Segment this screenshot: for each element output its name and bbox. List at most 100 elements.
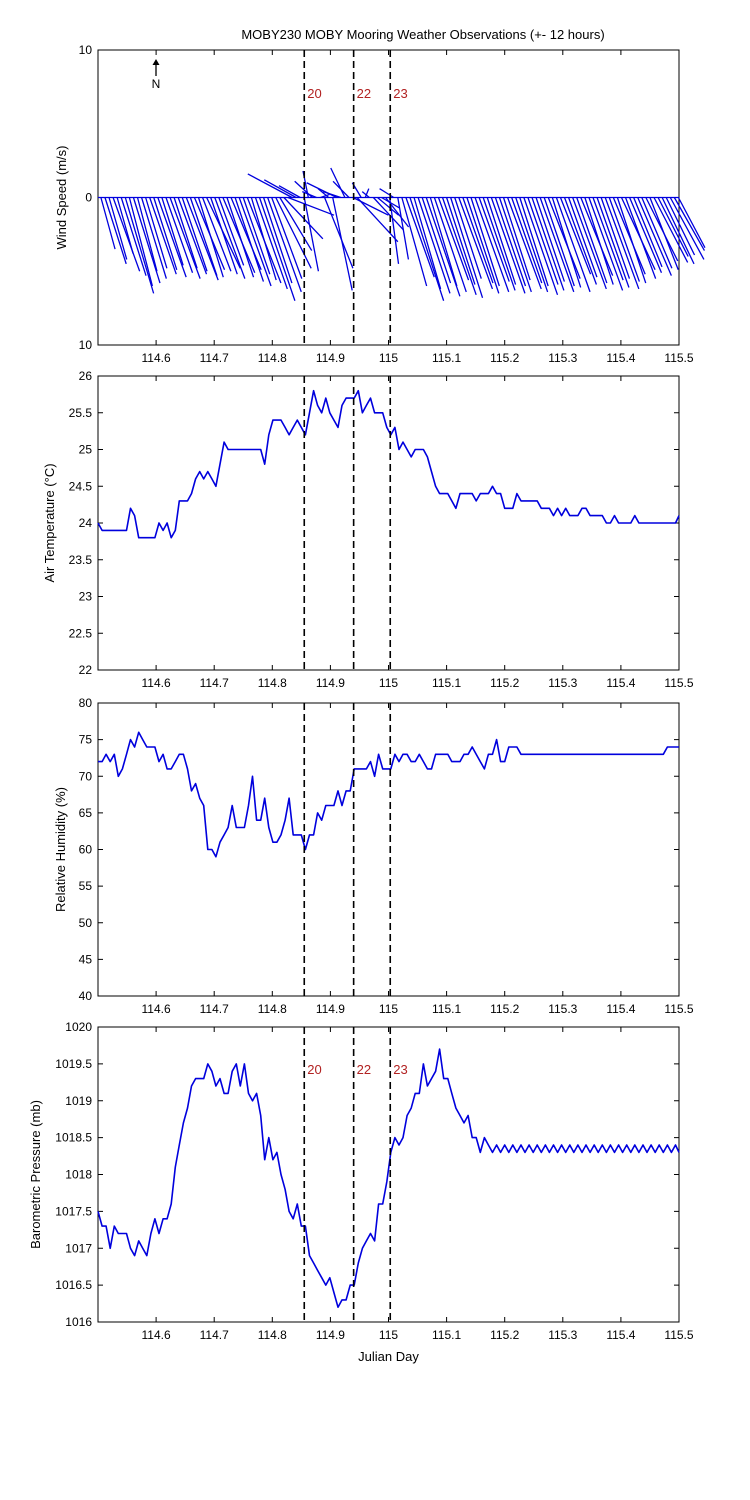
wind-vector bbox=[214, 197, 246, 279]
data-line bbox=[97, 389, 680, 539]
x-tick-label: 114.7 bbox=[200, 351, 229, 365]
wind-vector bbox=[523, 197, 559, 296]
wind-vector bbox=[567, 197, 598, 278]
north-arrow-head bbox=[152, 59, 160, 65]
axes-box bbox=[97, 702, 680, 997]
x-tick-label: 114.8 bbox=[258, 676, 287, 690]
wind-vector bbox=[470, 197, 500, 287]
wind-vector bbox=[271, 197, 303, 279]
x-tick-label: 114.9 bbox=[316, 676, 345, 690]
y-tick-label: 25.5 bbox=[69, 406, 93, 420]
y-tick-label: 40 bbox=[79, 989, 93, 1003]
wind-vector bbox=[641, 197, 673, 269]
wind-vector bbox=[657, 197, 689, 257]
wind-vector bbox=[600, 197, 631, 279]
panel-air_temperature: 114.6 114.7 114.8 114.9 115 115.1 115.2 115.3 11… bbox=[42, 369, 694, 690]
wind-vector bbox=[633, 197, 663, 268]
wind-vector bbox=[576, 197, 608, 284]
y-tick-label: 1016.5 bbox=[55, 1278, 92, 1292]
x-tick-label: 115.1 bbox=[432, 351, 461, 365]
event-marker-label: 22 bbox=[357, 1062, 371, 1077]
wind-vector bbox=[592, 197, 624, 281]
wind-vector bbox=[267, 197, 302, 293]
y-tick-label: 1017 bbox=[65, 1241, 92, 1255]
wind-vector bbox=[604, 197, 640, 290]
wind-vector bbox=[466, 197, 500, 294]
x-tick-label: 115.3 bbox=[548, 1328, 577, 1342]
x-tick-label: 115.2 bbox=[490, 1002, 519, 1016]
north-label: N bbox=[152, 77, 161, 91]
wind-vector bbox=[409, 197, 445, 301]
wind-vector bbox=[136, 197, 158, 272]
x-tick-label: 114.6 bbox=[142, 1002, 171, 1016]
wind-vector bbox=[433, 197, 467, 293]
wind-vector bbox=[462, 197, 494, 284]
wind-vector bbox=[486, 197, 517, 285]
wind-vector bbox=[242, 197, 271, 275]
x-tick-label: 114.9 bbox=[316, 1002, 345, 1016]
y-tick-label: 1016 bbox=[65, 1315, 92, 1329]
wind-vector bbox=[149, 197, 177, 275]
x-tick-label: 114.7 bbox=[200, 1002, 229, 1016]
y-tick-label: 23 bbox=[79, 590, 93, 604]
x-tick-label: 114.7 bbox=[200, 1328, 229, 1342]
x-tick-label: 114.6 bbox=[142, 676, 171, 690]
wind-vector bbox=[132, 197, 161, 284]
wind-vector bbox=[482, 197, 516, 291]
wind-vector bbox=[649, 197, 679, 271]
y-axis-label: Barometric Pressure (mb) bbox=[28, 1100, 43, 1249]
event-marker-label: 23 bbox=[393, 86, 407, 101]
y-tick-label: 26 bbox=[79, 369, 93, 383]
wind-vector bbox=[527, 197, 559, 285]
wind-vector bbox=[478, 197, 510, 282]
wind-vector bbox=[563, 197, 598, 285]
wind-vector bbox=[629, 197, 663, 273]
wind-vector bbox=[665, 197, 696, 256]
wind-vector bbox=[112, 197, 141, 272]
wind-vector bbox=[173, 197, 198, 269]
y-tick-label: 23.5 bbox=[69, 553, 93, 567]
wind-vector bbox=[511, 197, 543, 284]
wind-vector bbox=[279, 197, 313, 251]
event-marker-label: 23 bbox=[393, 1062, 407, 1077]
wind-vector bbox=[417, 197, 451, 294]
figure-title: MOBY230 MOBY Mooring Weather Observation… bbox=[241, 27, 604, 42]
x-tick-label: 115.5 bbox=[664, 1328, 693, 1342]
wind-vector bbox=[323, 197, 354, 269]
y-tick-label: 10 bbox=[79, 338, 93, 352]
y-tick-label: 0 bbox=[85, 191, 92, 205]
x-tick-label: 114.6 bbox=[142, 1328, 171, 1342]
y-tick-label: 1018 bbox=[65, 1168, 92, 1182]
y-tick-label: 80 bbox=[79, 696, 93, 710]
wind-vector bbox=[637, 197, 672, 276]
x-tick-label: 115.2 bbox=[490, 676, 519, 690]
y-tick-label: 75 bbox=[79, 733, 93, 747]
wind-vector bbox=[287, 196, 335, 216]
wind-vector bbox=[547, 197, 581, 279]
y-tick-label: 55 bbox=[79, 879, 93, 893]
wind-vector bbox=[157, 197, 187, 278]
x-tick-label: 115 bbox=[379, 1328, 398, 1342]
y-tick-label: 1020 bbox=[65, 1020, 92, 1034]
wind-vector bbox=[506, 197, 542, 290]
wind-vector bbox=[543, 197, 575, 287]
panel-barometric_pressure: 114.6 114.7 114.8 114.9 115 115.1 115.2 115.3 11… bbox=[28, 1020, 694, 1364]
wind-vector bbox=[104, 197, 127, 265]
event-marker-label: 22 bbox=[357, 86, 371, 101]
wind-vector bbox=[397, 197, 410, 260]
x-tick-label: 115.2 bbox=[490, 1328, 519, 1342]
wind-vector bbox=[450, 197, 484, 298]
y-tick-label: 50 bbox=[79, 916, 93, 930]
y-tick-label: 1019.5 bbox=[55, 1057, 92, 1071]
x-tick-label: 114.6 bbox=[142, 351, 171, 365]
wind-vector bbox=[153, 197, 178, 270]
wind-vector bbox=[580, 197, 614, 276]
y-tick-label: 24.5 bbox=[69, 479, 93, 493]
wind-vector bbox=[490, 197, 526, 294]
wind-vector bbox=[165, 197, 194, 273]
panel-wind: 114.6 114.7 114.8 114.9 115 115.1 115.2 115.3 11… bbox=[54, 43, 706, 365]
wind-vector bbox=[263, 179, 297, 199]
wind-vector bbox=[116, 197, 134, 254]
wind-vector bbox=[330, 167, 346, 198]
wind-vector bbox=[108, 197, 128, 260]
